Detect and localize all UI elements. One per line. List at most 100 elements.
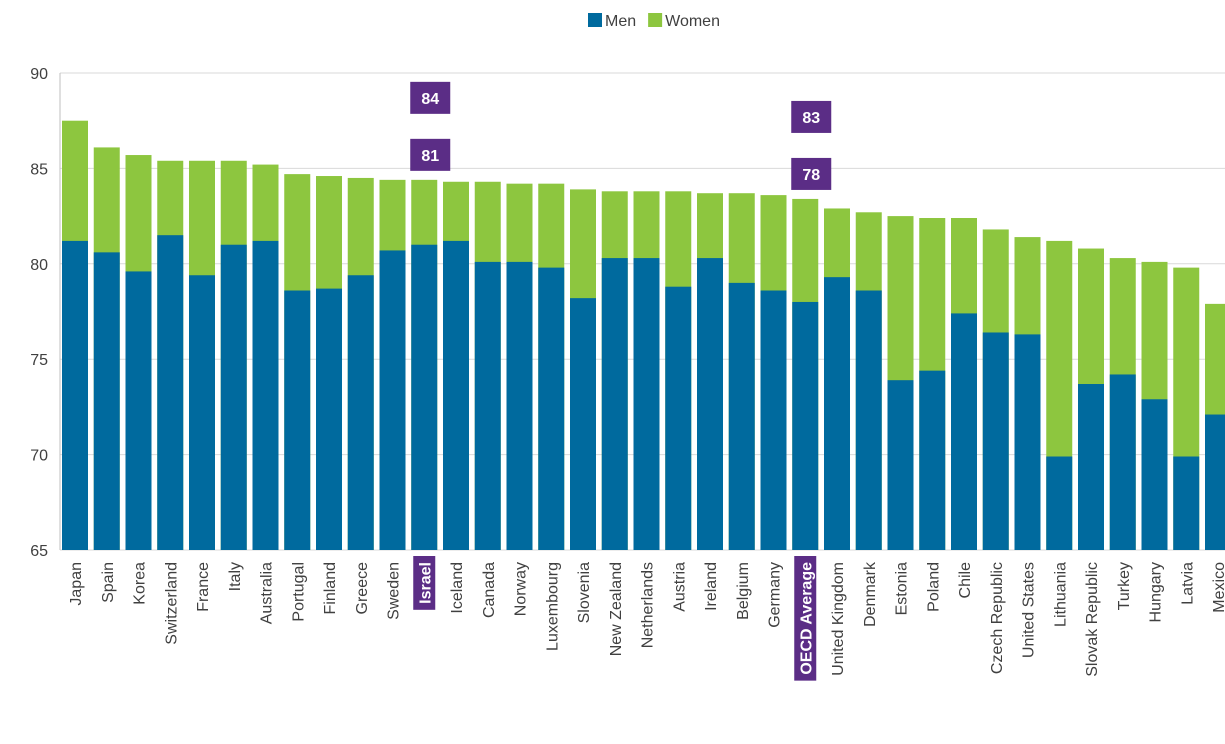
bar	[1141, 399, 1168, 550]
x-tick: Portugal	[290, 562, 307, 622]
x-tick: Germany	[767, 562, 784, 628]
x-tick: Belgium	[735, 562, 752, 620]
bar	[220, 244, 247, 550]
highlight-box	[794, 556, 817, 681]
bar	[316, 288, 342, 550]
x-tick-label: Denmark	[862, 561, 879, 627]
x-tick: Finland	[322, 562, 339, 614]
y-tick-label: 75	[30, 352, 48, 369]
x-tick-label: Germany	[767, 562, 784, 628]
x-tick: Luxembourg	[544, 562, 561, 651]
bar	[1078, 384, 1104, 550]
bar	[1109, 374, 1136, 550]
x-tick: Sweden	[386, 562, 403, 620]
y-tick-label: 90	[30, 66, 48, 83]
legend-swatch	[588, 13, 602, 27]
label-box	[791, 157, 832, 190]
x-tick-label: Korea	[132, 562, 149, 605]
x-tick: Korea	[132, 562, 149, 605]
x-tick: Netherlands	[640, 562, 657, 648]
x-tick: United Kingdom	[830, 562, 847, 676]
x-tick: Switzerland	[163, 562, 180, 645]
x-tick-label: Australia	[259, 562, 276, 624]
bar	[697, 258, 723, 550]
x-tick: Denmark	[862, 561, 879, 627]
bar	[855, 290, 882, 550]
x-tick-label: Austria	[671, 562, 688, 612]
x-tick: Israel	[413, 556, 436, 610]
bar	[728, 282, 755, 550]
x-tick-label: Ireland	[703, 562, 720, 611]
x-tick-label: Greece	[354, 562, 371, 615]
bar	[982, 332, 1009, 550]
bar	[443, 240, 469, 551]
x-tick: Czech Republic	[989, 562, 1006, 674]
label-box	[410, 81, 451, 114]
bar	[252, 240, 279, 551]
x-tick: Canada	[481, 562, 498, 618]
data-label: 84	[421, 91, 439, 108]
x-tick-label: Italy	[227, 562, 244, 591]
bar	[665, 286, 692, 550]
label-box	[791, 100, 832, 133]
x-tick: Ireland	[703, 562, 720, 611]
x-tick-label: Switzerland	[163, 562, 180, 645]
x-tick: France	[195, 562, 212, 612]
x-tick-label: Chile	[957, 562, 974, 599]
bar	[157, 235, 184, 550]
x-tick: Greece	[354, 562, 371, 615]
x-tick: Australia	[259, 562, 276, 624]
y-tick-label: 65	[30, 543, 48, 560]
x-tick-label: Canada	[481, 562, 498, 618]
label-box	[410, 138, 451, 171]
data-label: 83	[802, 110, 820, 127]
bar	[411, 244, 438, 550]
x-tick-label: Estonia	[894, 562, 911, 615]
x-tick: Latvia	[1179, 562, 1196, 605]
y-tick-label: 80	[30, 257, 48, 274]
x-tick-label: Slovak Republic	[1084, 562, 1101, 677]
x-tick-label: OECD Average	[798, 562, 815, 675]
x-tick: Norway	[513, 562, 530, 616]
x-tick-label: Japan	[68, 562, 85, 606]
x-tick: Lithuania	[1052, 562, 1069, 627]
x-tick-label: Latvia	[1179, 562, 1196, 605]
x-tick: Iceland	[449, 562, 466, 614]
x-tick-label: United Kingdom	[830, 562, 847, 676]
bar	[570, 298, 596, 550]
x-tick-label: Belgium	[735, 562, 752, 620]
x-tick: New Zealand	[608, 562, 625, 656]
bar	[951, 313, 977, 550]
x-tick-label: Czech Republic	[989, 562, 1006, 674]
x-tick: Slovenia	[576, 562, 593, 623]
bar	[189, 275, 215, 550]
x-tick-label: Iceland	[449, 562, 466, 614]
x-tick-label: Slovenia	[576, 562, 593, 623]
x-tick-label: Spain	[100, 562, 117, 603]
x-tick-label: Netherlands	[640, 562, 657, 648]
highlight-box	[413, 556, 436, 610]
x-tick-label: Hungary	[1148, 562, 1165, 622]
bar	[62, 240, 88, 551]
x-tick-label: Portugal	[290, 562, 307, 622]
x-tick: Slovak Republic	[1084, 562, 1101, 677]
x-tick: Austria	[671, 562, 688, 612]
bar	[601, 258, 628, 550]
bar	[93, 252, 120, 551]
bar	[1205, 414, 1225, 550]
x-tick: Spain	[100, 562, 117, 603]
x-tick-label: Mexico	[1211, 562, 1225, 613]
legend-label: Women	[665, 13, 720, 30]
x-tick-label: Israel	[417, 562, 434, 604]
x-tick: OECD Average	[794, 556, 817, 681]
bar	[1173, 456, 1200, 550]
bar	[824, 277, 850, 550]
bar	[887, 380, 914, 550]
legend-label: Men	[605, 13, 636, 30]
bar	[379, 250, 406, 550]
y-tick-label: 85	[30, 161, 48, 178]
bar	[474, 261, 501, 550]
bar	[1046, 456, 1073, 550]
x-tick: Poland	[925, 562, 942, 612]
